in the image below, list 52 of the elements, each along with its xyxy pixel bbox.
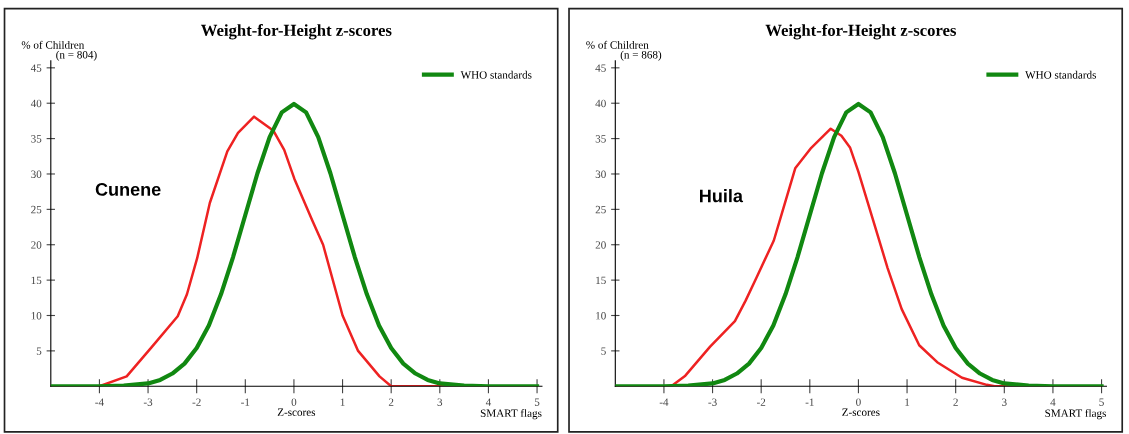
x-tick-label: -1	[805, 398, 814, 406]
x-axis-title: Z-scores	[842, 408, 880, 416]
y-tick-label: 45	[30, 64, 42, 72]
x-tick-label: -3	[708, 398, 717, 406]
y-tick-label: 5	[601, 347, 606, 355]
y-tick-label: 30	[31, 170, 42, 178]
x-tick-label: -1	[241, 398, 250, 406]
x-axis-title: Z-scores	[277, 408, 316, 416]
y-tick-label: 30	[595, 170, 606, 178]
text: SMART flags	[1045, 409, 1107, 420]
y-tick-label: 25	[595, 205, 606, 214]
x-tick-label: -3	[143, 398, 153, 406]
y-axis-title: % of Children	[586, 40, 649, 49]
x-tick-label: 5	[1099, 398, 1104, 406]
x-tick-label: -4	[95, 398, 104, 406]
chart-title: Weight-for-Height z-scores	[201, 24, 392, 40]
y-tick-label: 15	[31, 276, 42, 285]
y-tick-label: 25	[31, 205, 42, 214]
y-tick-label: 10	[596, 311, 606, 320]
chart-subtitle: (n = 804)	[56, 50, 97, 61]
y-tick-label: 40	[595, 99, 606, 108]
y-tick-label: 40	[30, 99, 42, 108]
y-tick-label: 15	[596, 276, 606, 285]
x-tick-label: -2	[192, 398, 201, 406]
x-tick-label: 0	[291, 398, 297, 406]
y-axis-title: % of Children	[21, 40, 85, 49]
y-tick-label: 10	[31, 311, 42, 320]
x-tick-label: 4	[485, 398, 492, 406]
x-tick-label: 3	[437, 398, 443, 406]
x-tick-label: 2	[388, 398, 394, 406]
y-tick-label: 35	[595, 135, 606, 143]
chart-title: Weight-for-Height z-scores	[765, 24, 957, 40]
x-tick-label: 1	[905, 398, 910, 406]
x-tick-label: -2	[756, 398, 766, 406]
x-tick-label: 4	[1050, 398, 1056, 406]
legend-label: WHO standards	[1025, 70, 1097, 79]
chart-subtitle: (n = 868)	[620, 50, 662, 61]
x-tick-label: 2	[953, 398, 958, 406]
x-tick-label: 5	[534, 398, 540, 406]
y-tick-label: 5	[36, 347, 42, 355]
legend-label: WHO standards	[460, 70, 532, 79]
x-tick-label: 1	[340, 398, 345, 406]
y-tick-label: 20	[595, 241, 606, 249]
x-tick-label: -4	[659, 398, 669, 406]
y-tick-label: 20	[31, 241, 42, 249]
text: SMART flags	[480, 409, 542, 420]
y-tick-label: 35	[31, 135, 42, 143]
x-tick-label: 3	[1002, 398, 1007, 406]
annotation: Cunene	[95, 183, 161, 196]
y-tick-label: 45	[595, 64, 606, 72]
x-tick-label: 0	[856, 398, 861, 406]
annotation: Huila	[700, 189, 744, 203]
